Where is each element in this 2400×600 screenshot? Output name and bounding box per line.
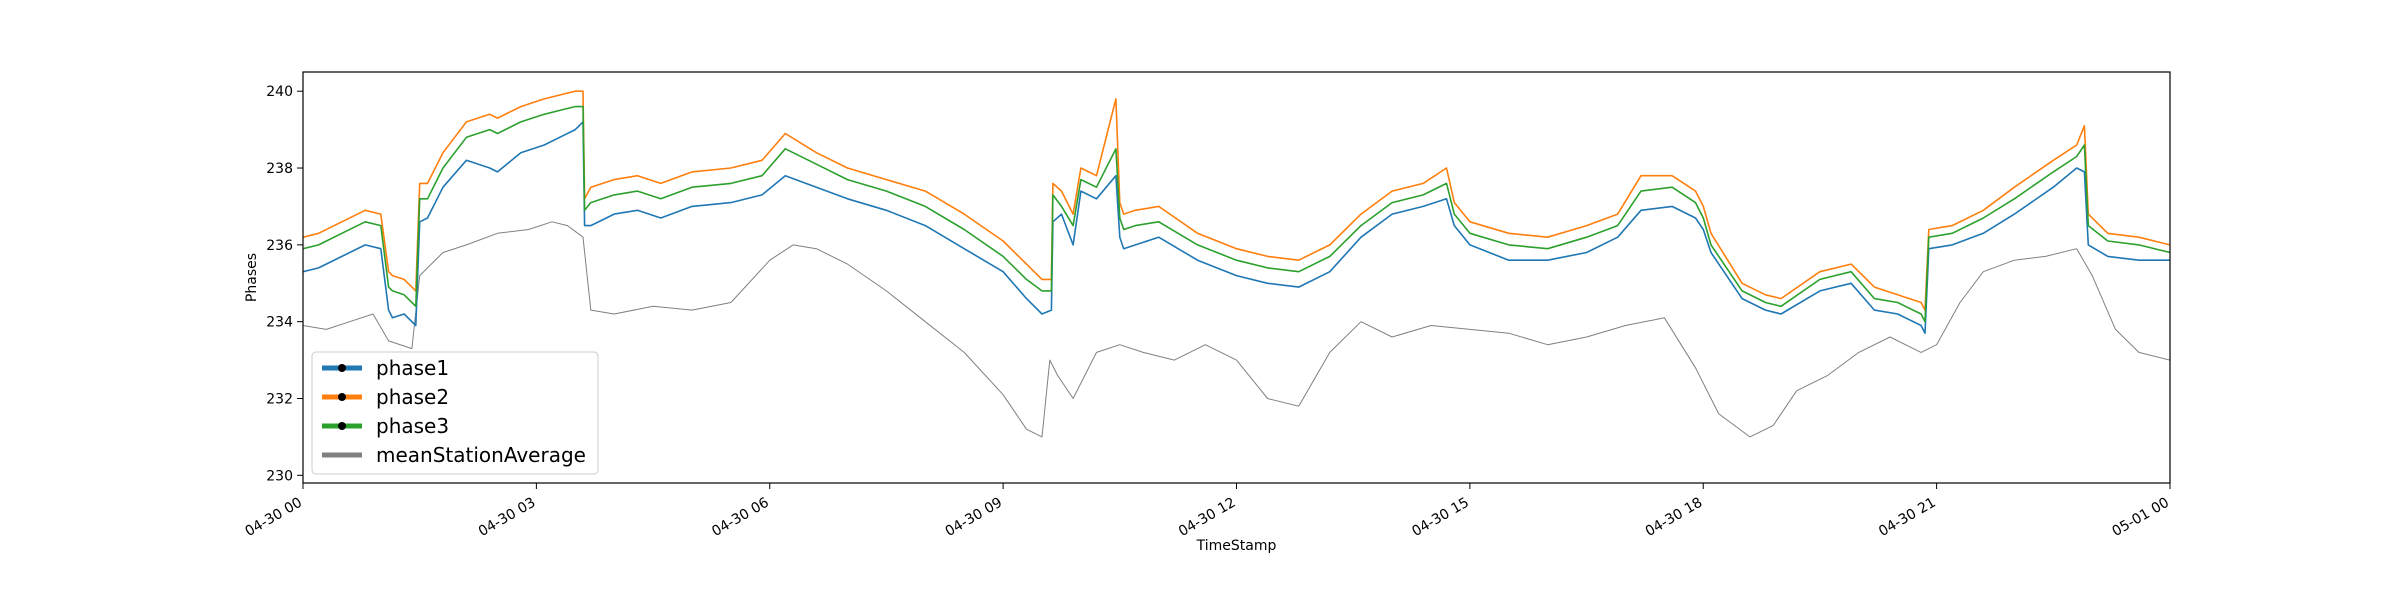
legend: phase1 phase2 phase3 meanStationAverage (311, 351, 599, 475)
series-layer (303, 90, 2170, 438)
legend-label-meanStationAverage: meanStationAverage (376, 443, 586, 467)
x-tick-label: 04-30 00 (242, 495, 305, 540)
x-tick-label: 04-30 12 (1176, 495, 1239, 540)
y-tick-label: 238 (266, 161, 293, 177)
x-tick-label: 04-30 09 (943, 495, 1006, 540)
legend-marker-phase3 (338, 422, 346, 430)
x-tick-label: 04-30 21 (1876, 495, 1939, 540)
y-tick-label: 230 (266, 468, 293, 484)
legend-box (311, 351, 599, 475)
legend-label-phase2: phase2 (376, 385, 449, 409)
series-line-meanStationAverage (303, 221, 2170, 438)
series-line-phase2 (303, 90, 2170, 311)
x-tick-label: 04-30 03 (476, 495, 539, 540)
x-tick-label: 04-30 06 (709, 495, 772, 540)
y-axis-label: Phases (244, 253, 260, 302)
y-axis: 230 232 234 236 238 240 (266, 84, 303, 484)
y-tick-label: 234 (266, 315, 293, 331)
legend-label-phase1: phase1 (376, 356, 449, 380)
x-axis-label: TimeStamp (1196, 538, 1277, 554)
x-tick-label: 04-30 15 (1409, 495, 1472, 540)
y-tick-label: 240 (266, 84, 293, 100)
y-tick-label: 236 (266, 238, 293, 254)
legend-marker-phase1 (338, 364, 346, 372)
y-tick-label: 232 (266, 391, 293, 407)
series-line-phase3 (303, 105, 2170, 323)
x-axis: 04-30 00 04-30 03 04-30 06 04-30 09 04-30 12… (242, 483, 2172, 540)
legend-marker-phase2 (338, 393, 346, 401)
x-tick-label: 05-01 00 (2109, 495, 2172, 540)
series-line-phase1 (303, 121, 2170, 335)
x-tick-label: 04-30 18 (1643, 495, 1706, 540)
legend-label-phase3: phase3 (376, 414, 449, 438)
